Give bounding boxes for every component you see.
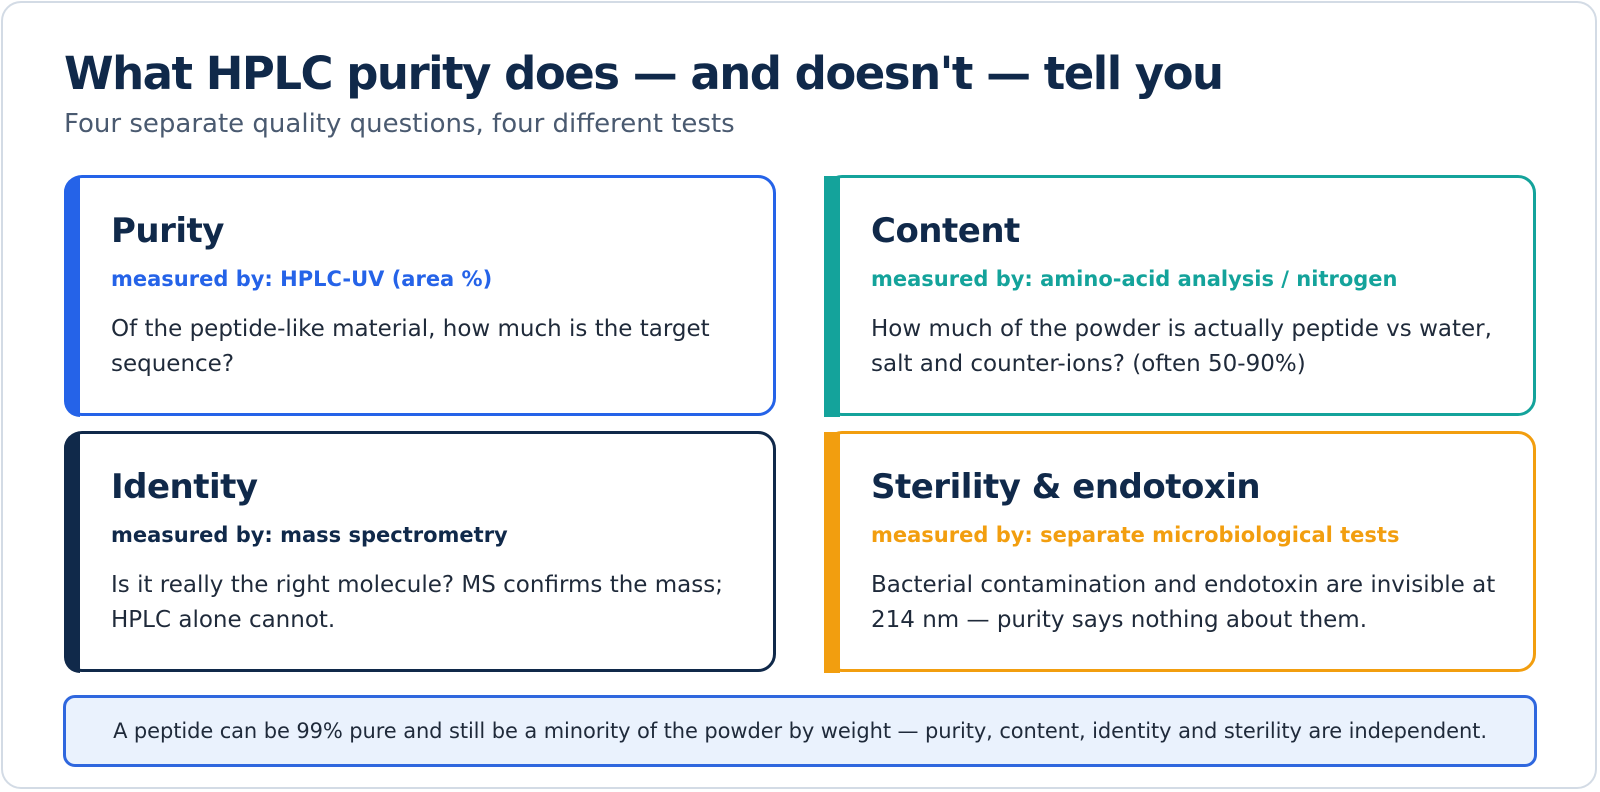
card-accent-bar [64, 176, 80, 417]
card-method: measured by: separate microbiological te… [871, 523, 1400, 547]
footer-note-box: A peptide can be 99% pure and still be a… [63, 695, 1537, 767]
card-accent-bar [824, 176, 840, 417]
card-sterility-endotoxin: Sterility & endotoxin measured by: separ… [824, 431, 1536, 673]
card-description: How much of the powder is actually pepti… [871, 316, 1492, 377]
card-method: measured by: HPLC-UV (area %) [111, 267, 493, 291]
card-method: measured by: mass spectrometry [111, 523, 508, 547]
card-title: Content [871, 211, 1020, 251]
card-accent-bar [824, 432, 840, 673]
footer-note-text: A peptide can be 99% pure and still be a… [113, 719, 1487, 743]
card-purity: Purity measured by: HPLC-UV (area %) Of … [64, 175, 776, 417]
card-description: Bacterial contamination and endotoxin ar… [871, 572, 1496, 633]
card-content: Content measured by: amino-acid analysis… [824, 175, 1536, 417]
card-accent-bar [64, 432, 80, 673]
card-title: Sterility & endotoxin [871, 467, 1261, 507]
card-identity: Identity measured by: mass spectrometry … [64, 431, 776, 673]
card-title: Identity [111, 467, 258, 507]
page-subtitle: Four separate quality questions, four di… [64, 109, 735, 139]
card-method: measured by: amino-acid analysis / nitro… [871, 267, 1398, 291]
card-title: Purity [111, 211, 224, 251]
card-description: Of the peptide-like material, how much i… [111, 316, 710, 377]
page-title: What HPLC purity does — and doesn't — te… [64, 47, 1224, 100]
card-description: Is it really the right molecule? MS conf… [111, 572, 723, 633]
